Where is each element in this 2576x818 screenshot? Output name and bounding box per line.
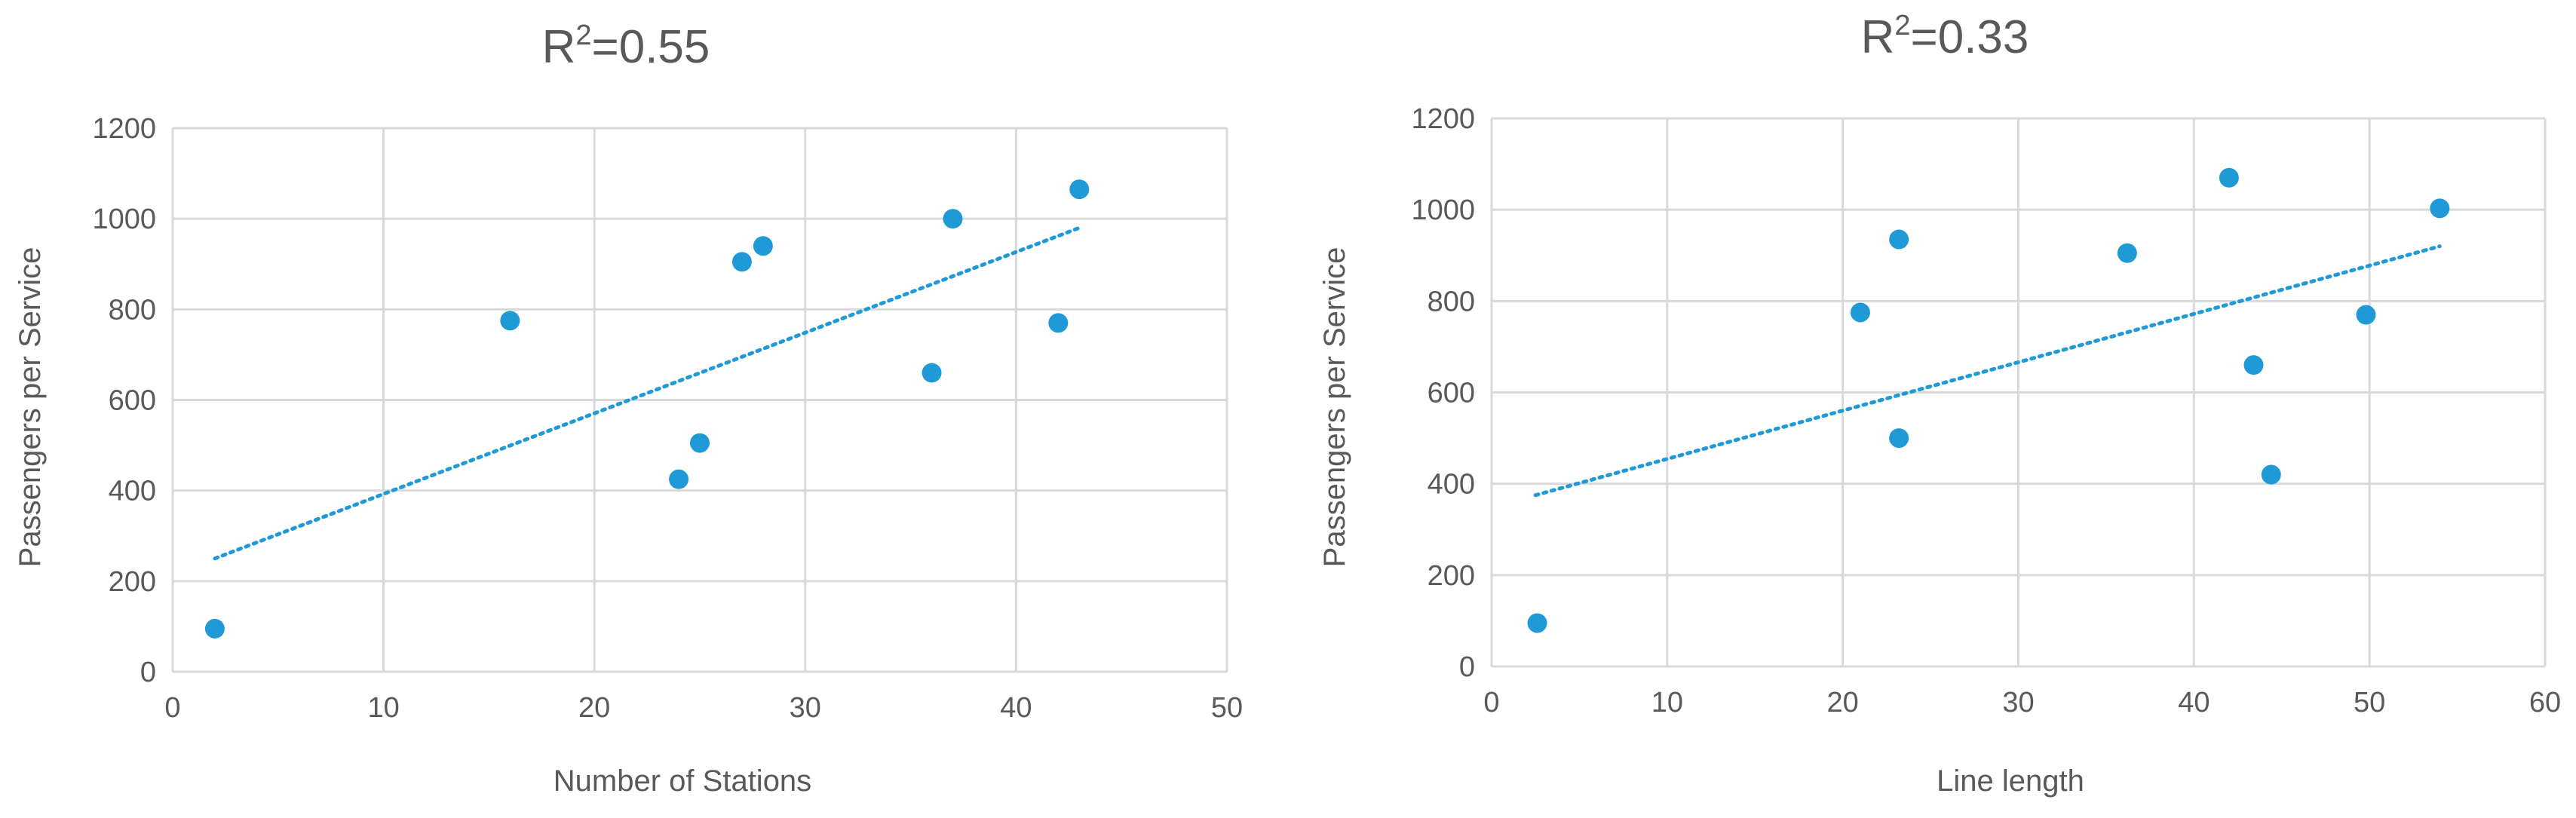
y-tick-label: 200 bbox=[1428, 560, 1475, 592]
x-tick-label: 40 bbox=[2178, 687, 2210, 718]
chart-stations-svg: R2=0.55 Number of Stations Passengers pe… bbox=[14, 20, 1243, 798]
chart-stations: R2=0.55 Number of Stations Passengers pe… bbox=[14, 20, 1243, 798]
chart-title: R2=0.33 bbox=[1861, 10, 2029, 63]
chart-line-length: R2=0.33 Line length Passengers per Servi… bbox=[1288, 0, 2576, 818]
x-tick-label: 60 bbox=[2529, 687, 2561, 718]
y-tick-label: 1200 bbox=[1411, 103, 1475, 135]
data-point bbox=[2117, 243, 2137, 263]
plot-area: 0 200 400 600 800 1000 1200 0 10 20 30 40 50 60 bbox=[1411, 103, 2561, 718]
x-tick-label: 40 bbox=[1000, 692, 1032, 724]
data-point bbox=[2261, 464, 2281, 485]
data-point bbox=[690, 433, 710, 453]
data-point bbox=[753, 236, 773, 256]
x-tick-label: 0 bbox=[164, 692, 180, 724]
x-tick-label: 0 bbox=[1483, 687, 1499, 718]
data-point bbox=[2356, 305, 2376, 325]
y-tick-label: 400 bbox=[1428, 469, 1475, 501]
y-tick-label: 1000 bbox=[92, 204, 156, 235]
data-point bbox=[669, 469, 689, 489]
data-point bbox=[500, 311, 520, 331]
data-point bbox=[204, 618, 225, 639]
data-point bbox=[1527, 613, 1547, 633]
x-tick-label: 20 bbox=[1827, 687, 1859, 718]
data-point bbox=[1048, 313, 1069, 333]
trendline bbox=[1533, 244, 2442, 498]
y-tick-label: 800 bbox=[109, 294, 156, 326]
x-tick-label: 30 bbox=[790, 692, 821, 724]
y-tick-label: 200 bbox=[109, 566, 156, 598]
x-tick-label: 20 bbox=[578, 692, 610, 724]
y-tick-label: 600 bbox=[109, 385, 156, 417]
data-point bbox=[2219, 167, 2239, 188]
data-point bbox=[1069, 179, 1090, 200]
chart-line-length-svg: R2=0.33 Line length Passengers per Servi… bbox=[1318, 10, 2561, 798]
y-tick-label: 1200 bbox=[92, 113, 156, 145]
y-tick-label: 600 bbox=[1428, 378, 1475, 409]
data-point bbox=[943, 209, 963, 229]
y-axis-title: Passengers per Service bbox=[14, 247, 47, 568]
data-point bbox=[922, 363, 942, 383]
data-point bbox=[2430, 198, 2450, 219]
data-point bbox=[1889, 428, 1909, 449]
data-point bbox=[1850, 302, 1870, 323]
data-point bbox=[2243, 355, 2264, 375]
chart-title: R2=0.55 bbox=[542, 20, 710, 73]
y-tick-label: 0 bbox=[1459, 651, 1475, 683]
y-axis-title: Passengers per Service bbox=[1318, 247, 1351, 568]
y-tick-label: 800 bbox=[1428, 286, 1475, 317]
x-tick-label: 10 bbox=[367, 692, 399, 724]
trendline bbox=[213, 225, 1081, 561]
x-tick-label: 10 bbox=[1651, 687, 1683, 718]
y-tick-label: 400 bbox=[109, 476, 156, 507]
y-tick-label: 1000 bbox=[1411, 195, 1475, 226]
plot-area: 0 200 400 600 800 1000 1200 0 10 20 30 40 50 bbox=[92, 113, 1243, 724]
x-tick-label: 30 bbox=[2002, 687, 2034, 718]
x-axis-title: Number of Stations bbox=[554, 764, 811, 798]
x-tick-label: 50 bbox=[1211, 692, 1243, 724]
y-tick-label: 0 bbox=[140, 657, 156, 688]
data-point bbox=[731, 252, 752, 272]
x-axis-title: Line length bbox=[1937, 764, 2084, 798]
x-tick-label: 50 bbox=[2354, 687, 2385, 718]
data-point bbox=[1889, 229, 1909, 250]
